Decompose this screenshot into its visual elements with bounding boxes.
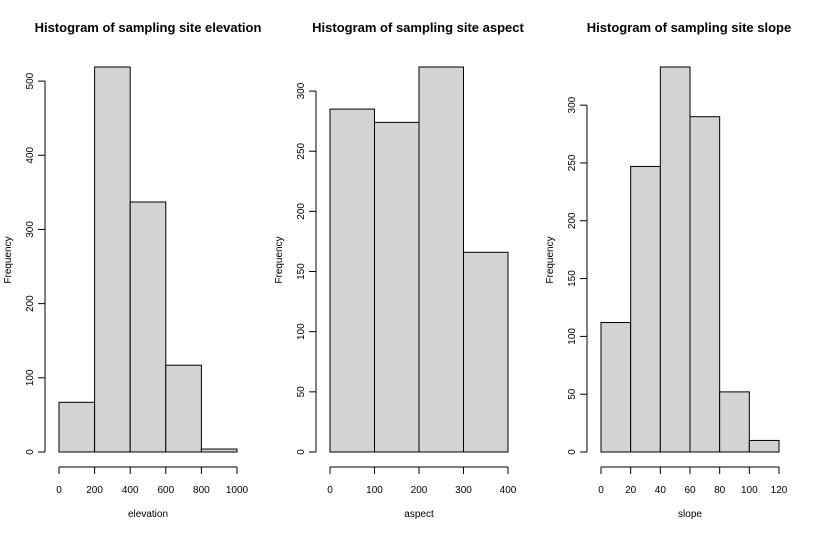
x-tick-label: 200 (86, 485, 103, 496)
y-tick-label: 0 (25, 449, 36, 455)
y-axis: 0 100 200 300 400 500 (25, 72, 46, 455)
x-axis: 0 100 200 300 400 (327, 466, 517, 496)
histogram-bar (374, 121, 420, 453)
bars (329, 66, 509, 453)
x-tick-label: 40 (655, 485, 667, 496)
x-axis-label: slope (678, 509, 702, 520)
x-tick-label: 0 (327, 485, 333, 496)
chart-title: Histogram of sampling site elevation (35, 20, 262, 35)
y-tick-label: 50 (567, 388, 578, 400)
y-axis: 0 50 100 150 200 250 300 (296, 82, 317, 455)
y-tick-label: 300 (567, 96, 578, 113)
x-tick-label: 400 (122, 485, 139, 496)
histogram-bar (630, 165, 661, 453)
y-tick-label: 100 (25, 369, 36, 386)
x-tick-label: 400 (500, 485, 517, 496)
x-tick-label: 800 (193, 485, 210, 496)
histogram-bar (329, 108, 375, 453)
histogram-bar (418, 66, 464, 453)
y-tick-label: 150 (296, 263, 307, 280)
histogram-bar (689, 116, 721, 453)
y-tick-label: 100 (567, 328, 578, 345)
x-tick-label: 600 (157, 485, 174, 496)
y-tick-label: 300 (25, 221, 36, 238)
y-tick-label: 0 (296, 449, 307, 455)
x-axis: 0 20 40 60 80 100 120 (598, 466, 788, 496)
x-axis-label: aspect (404, 509, 434, 520)
x-tick-label: 60 (684, 485, 696, 496)
y-tick-label: 200 (25, 295, 36, 312)
x-tick-label: 80 (714, 485, 726, 496)
x-axis: 0 200 400 600 800 1000 (56, 466, 249, 496)
y-tick-label: 0 (567, 449, 578, 455)
histogram-bar (129, 201, 167, 453)
y-axis-label: Frequency (545, 236, 556, 283)
x-tick-label: 120 (771, 485, 788, 496)
x-tick-label: 100 (741, 485, 758, 496)
panel-slope: Histogram of sampling site slope slope F… (545, 20, 791, 520)
histogram-bar (200, 448, 238, 453)
y-tick-label: 300 (296, 82, 307, 99)
y-tick-label: 250 (567, 154, 578, 171)
x-tick-label: 1000 (226, 485, 249, 496)
y-tick-label: 500 (25, 72, 36, 89)
bars (600, 66, 780, 453)
histogram-bar (94, 66, 131, 453)
y-axis: 0 50 100 150 200 250 300 (567, 96, 588, 455)
histogram-bar (659, 66, 691, 453)
histogram-bar (165, 364, 202, 453)
histogram-bar (463, 251, 509, 453)
y-axis-label: Frequency (3, 236, 14, 283)
x-tick-label: 0 (56, 485, 62, 496)
y-tick-label: 150 (567, 270, 578, 287)
histogram-bar (58, 401, 96, 453)
panel-aspect: Histogram of sampling site aspect aspect… (274, 20, 524, 520)
x-tick-label: 20 (625, 485, 637, 496)
bars (58, 66, 238, 453)
x-tick-label: 100 (366, 485, 383, 496)
y-tick-label: 50 (296, 386, 307, 398)
histogram-bar (719, 391, 750, 453)
x-axis-label: elevation (128, 509, 168, 520)
x-tick-label: 0 (598, 485, 604, 496)
x-tick-label: 200 (411, 485, 428, 496)
y-tick-label: 250 (296, 142, 307, 159)
y-axis-label: Frequency (274, 236, 285, 283)
chart-title: Histogram of sampling site aspect (312, 20, 524, 35)
chart-title: Histogram of sampling site slope (587, 20, 791, 35)
y-tick-label: 200 (296, 203, 307, 220)
panel-elevation: Histogram of sampling site elevation ele… (3, 20, 261, 520)
y-tick-label: 200 (567, 212, 578, 229)
y-tick-label: 100 (296, 323, 307, 340)
x-tick-label: 300 (455, 485, 472, 496)
histogram-bar (600, 322, 632, 453)
y-tick-label: 400 (25, 146, 36, 163)
histogram-bar (748, 439, 780, 453)
